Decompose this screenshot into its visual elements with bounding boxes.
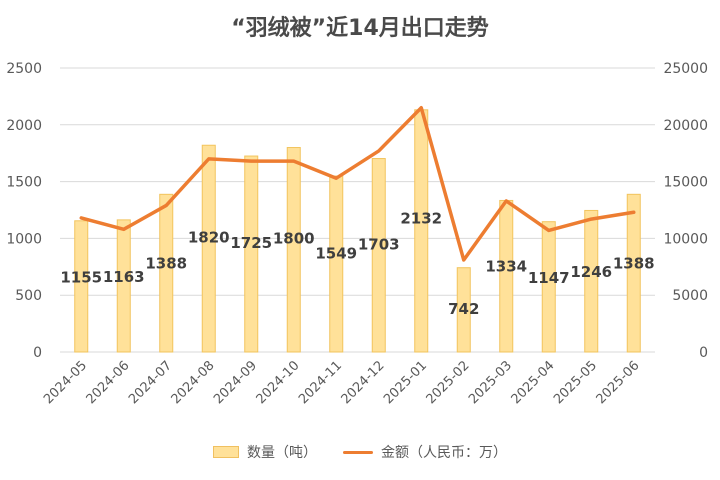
series-line-amount bbox=[79, 106, 636, 262]
x-tick-label: 2024-12 bbox=[339, 358, 388, 407]
bar bbox=[456, 267, 471, 353]
bar-data-label: 1549 bbox=[315, 245, 357, 263]
y-right-tick-label: 0 bbox=[699, 345, 708, 361]
bar bbox=[286, 147, 301, 353]
x-tick-label: 2025-04 bbox=[509, 358, 558, 407]
bar bbox=[626, 193, 641, 353]
bar bbox=[499, 199, 514, 353]
bar bbox=[159, 193, 174, 353]
bar-data-label: 1725 bbox=[230, 234, 272, 252]
bar-data-label: 1334 bbox=[485, 258, 527, 276]
y-right-tick-label: 10000 bbox=[663, 231, 708, 247]
chart-title: “羽绒被”近14月出口走势 bbox=[231, 16, 489, 41]
legend-swatch-bar bbox=[213, 446, 239, 458]
bar bbox=[584, 209, 599, 353]
x-tick-label: 2024-11 bbox=[296, 358, 345, 407]
bar-data-label: 1800 bbox=[273, 230, 315, 248]
bar-data-label: 1820 bbox=[188, 228, 230, 246]
x-tick-label: 2024-06 bbox=[84, 358, 133, 407]
bar-data-label: 1388 bbox=[613, 254, 655, 272]
x-tick-label: 2024-05 bbox=[41, 358, 90, 407]
bar bbox=[541, 221, 556, 353]
y-left-tick-label: 2500 bbox=[6, 61, 42, 77]
bar-data-label: 1147 bbox=[528, 269, 570, 287]
y-left-tick-label: 0 bbox=[33, 345, 42, 361]
bar-data-label: 1163 bbox=[103, 268, 145, 286]
y-left-tick-label: 1000 bbox=[6, 231, 42, 247]
bar bbox=[244, 155, 259, 353]
y-right-tick-label: 25000 bbox=[663, 61, 708, 77]
x-tick-label: 2024-08 bbox=[169, 358, 218, 407]
chart-legend: 数量（吨） 金额（人民币：万） bbox=[0, 442, 720, 462]
y-left-tick-label: 2000 bbox=[6, 118, 42, 134]
chart-plot: 0500100015002000250005000100001500020000… bbox=[6, 61, 708, 407]
bar bbox=[371, 158, 386, 353]
legend-item-quantity: 数量（吨） bbox=[213, 442, 317, 462]
legend-label-amount: 金额（人民币：万） bbox=[381, 445, 507, 461]
legend-label-quantity: 数量（吨） bbox=[247, 445, 317, 461]
legend-swatch-line bbox=[343, 450, 373, 454]
bar-data-label: 1388 bbox=[145, 254, 187, 272]
bar bbox=[414, 109, 429, 353]
bar-data-label: 1155 bbox=[60, 268, 102, 286]
y-left-tick-label: 500 bbox=[15, 288, 42, 304]
x-tick-label: 2024-07 bbox=[126, 358, 175, 407]
y-right-tick-label: 15000 bbox=[663, 175, 708, 191]
x-tick-label: 2025-03 bbox=[466, 358, 515, 407]
bar-data-label: 742 bbox=[448, 300, 479, 318]
bar bbox=[74, 220, 89, 353]
x-tick-label: 2025-01 bbox=[381, 358, 430, 407]
bar bbox=[329, 175, 344, 353]
bar-data-label: 1703 bbox=[358, 235, 400, 253]
x-tick-label: 2025-05 bbox=[551, 358, 600, 407]
x-tick-label: 2025-06 bbox=[594, 358, 643, 407]
x-tick-label: 2024-10 bbox=[254, 358, 303, 407]
bar-data-label: 2132 bbox=[400, 210, 442, 228]
x-tick-label: 2025-02 bbox=[424, 358, 473, 407]
y-left-tick-label: 1500 bbox=[6, 175, 42, 191]
legend-item-amount: 金额（人民币：万） bbox=[343, 442, 507, 462]
x-tick-label: 2024-09 bbox=[211, 358, 260, 407]
bar bbox=[116, 219, 131, 353]
bar-data-label: 1246 bbox=[570, 263, 612, 281]
bar bbox=[201, 144, 216, 353]
y-right-tick-label: 20000 bbox=[663, 118, 708, 134]
y-right-tick-label: 5000 bbox=[672, 288, 708, 304]
